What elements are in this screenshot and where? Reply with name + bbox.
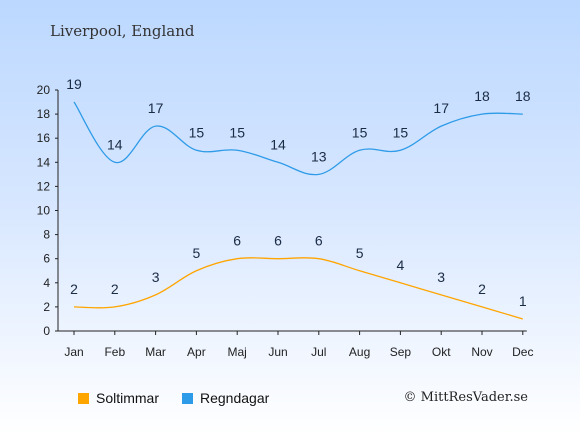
rain-legend-swatch [182, 392, 193, 404]
sun-data-label: 6 [315, 233, 323, 249]
legend-item-rain: Regndagar [182, 390, 269, 406]
x-tick-label: Sep [390, 345, 412, 359]
sun-data-label: 5 [356, 245, 364, 261]
legend-label-rain: Regndagar [200, 390, 270, 406]
y-tick-label: 10 [37, 204, 51, 218]
chart-title: Liverpool, England [50, 22, 195, 40]
y-tick-label: 12 [37, 179, 51, 193]
sun-data-label: 6 [233, 233, 241, 249]
rain-data-label: 17 [433, 100, 449, 116]
rain-data-label: 15 [393, 124, 409, 140]
legend-label-sun: Soltimmar [96, 390, 160, 406]
y-tick-label: 18 [37, 107, 51, 121]
sun-data-label: 6 [274, 233, 282, 249]
y-tick-label: 16 [37, 131, 51, 145]
x-tick-label: Jul [311, 345, 326, 359]
series-group: 2 2 3 5 6 6 6 5 4 3 2 1 19 14 17 15 15 14 13 15 15 17 18 18 [66, 76, 531, 320]
rain-data-label: 14 [270, 136, 286, 152]
rain-data-label: 15 [352, 124, 368, 140]
x-tick-label: Aug [349, 345, 370, 359]
y-tick-label: 20 [37, 83, 51, 97]
y-tick-label: 2 [43, 300, 50, 314]
legend-item-sun: Soltimmar [78, 390, 159, 406]
rain-data-label: 18 [474, 88, 490, 104]
sun-hours-line [73, 257, 523, 320]
sun-data-label: 5 [193, 245, 201, 261]
rain-data-label: 13 [311, 148, 327, 164]
rain-data-label: 17 [148, 100, 164, 116]
x-tick-label: Jan [64, 345, 83, 359]
y-tick-label: 14 [37, 155, 51, 169]
y-tick-label: 4 [43, 276, 50, 290]
x-tick-label: Dec [512, 345, 533, 359]
x-tick-label: Apr [187, 345, 206, 359]
sun-data-label: 1 [519, 293, 527, 309]
rain-data-label: 15 [229, 124, 245, 140]
x-tick-label: Okt [432, 345, 451, 359]
rain-days-line [73, 101, 523, 176]
sun-data-label: 4 [397, 257, 405, 273]
sun-data-label: 3 [152, 269, 160, 285]
y-tick-label: 0 [43, 324, 50, 338]
rain-data-label: 19 [66, 76, 82, 92]
x-tick-label: Mar [145, 345, 166, 359]
sun-data-label: 2 [70, 281, 78, 297]
y-tick-label: 6 [43, 252, 50, 266]
sun-legend-swatch [78, 392, 89, 404]
x-tick-label: Maj [228, 345, 247, 359]
x-tick-label: Feb [104, 345, 125, 359]
sun-data-label: 2 [111, 281, 119, 297]
copyright-text: © MittResVader.se [403, 390, 528, 405]
rain-data-label: 14 [107, 136, 123, 152]
rain-data-label: 18 [515, 88, 531, 104]
sun-data-label: 3 [437, 269, 445, 285]
x-axis-ticks: Jan Feb Mar Apr Maj Jun Jul Aug Sep Okt Nov Dec [64, 331, 533, 359]
x-tick-label: Nov [471, 345, 492, 359]
y-axis-ticks: 0 2 4 6 8 10 12 14 16 18 20 [37, 83, 58, 338]
sun-data-label: 2 [478, 281, 486, 297]
y-tick-label: 8 [43, 228, 50, 242]
rain-data-label: 15 [189, 124, 205, 140]
x-tick-label: Jun [268, 345, 287, 359]
